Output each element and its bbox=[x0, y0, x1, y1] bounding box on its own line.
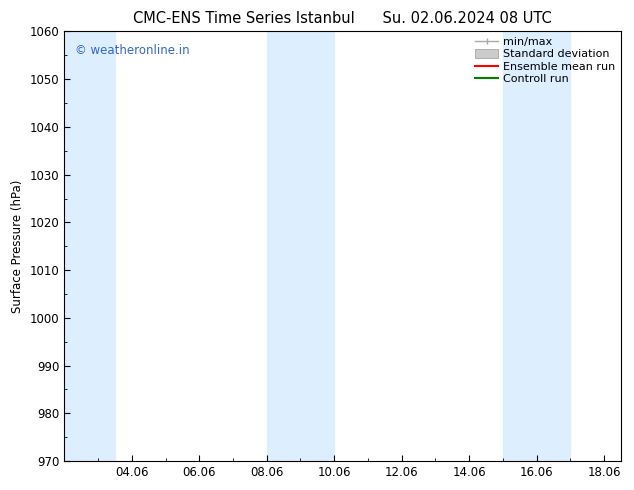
Y-axis label: Surface Pressure (hPa): Surface Pressure (hPa) bbox=[11, 179, 24, 313]
Bar bbox=[267, 31, 334, 461]
Title: CMC-ENS Time Series Istanbul      Su. 02.06.2024 08 UTC: CMC-ENS Time Series Istanbul Su. 02.06.2… bbox=[133, 11, 552, 26]
Bar bbox=[64, 31, 115, 461]
Bar bbox=[503, 31, 571, 461]
Legend: min/max, Standard deviation, Ensemble mean run, Controll run: min/max, Standard deviation, Ensemble me… bbox=[473, 35, 618, 86]
Text: © weatheronline.in: © weatheronline.in bbox=[75, 44, 190, 57]
